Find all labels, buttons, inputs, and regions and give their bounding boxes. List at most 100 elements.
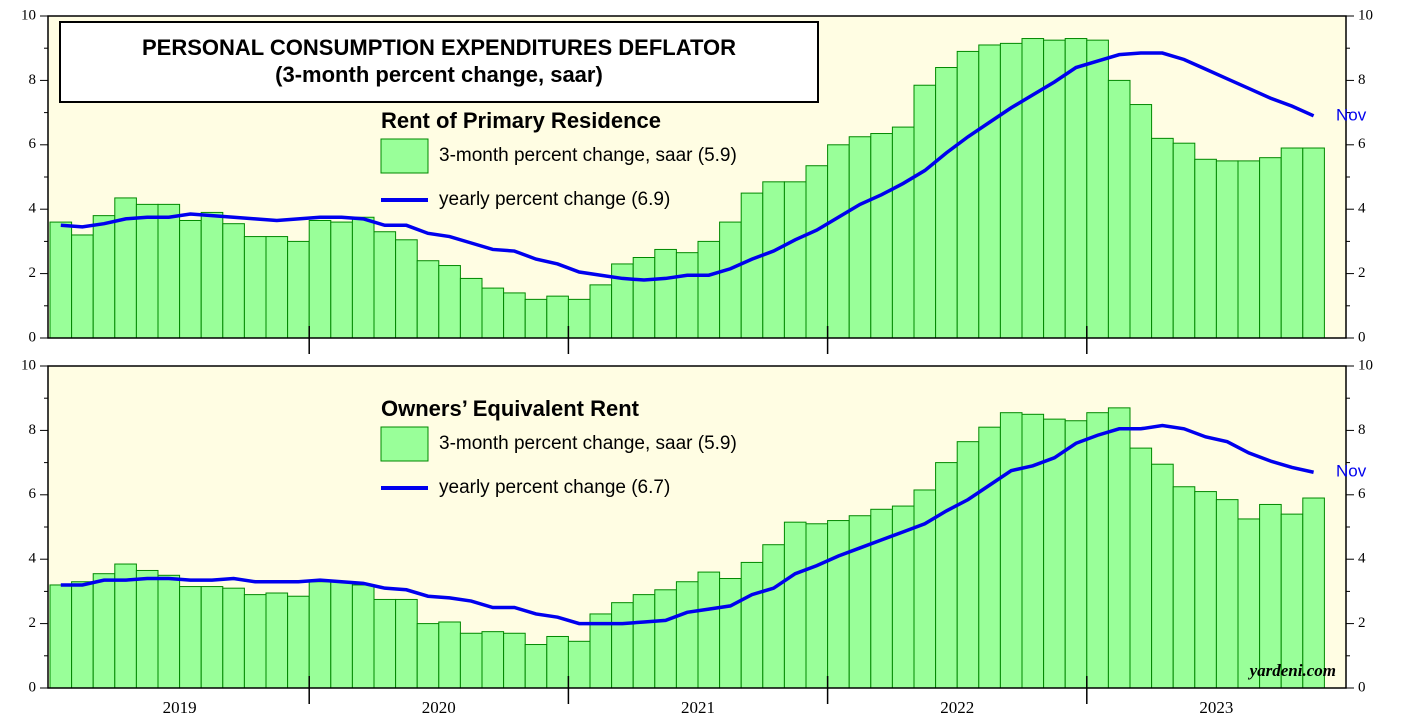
bar — [135, 569, 159, 689]
bar — [157, 574, 181, 689]
bar — [1302, 147, 1325, 339]
bar — [1151, 137, 1174, 339]
y-tick-label: 4 — [1358, 551, 1366, 567]
bar — [935, 462, 958, 689]
bar — [222, 223, 245, 339]
legend-label: 3-month percent change, saar (5.9) — [439, 433, 737, 454]
x-tick-label: 2022 — [940, 698, 974, 717]
bar — [1172, 142, 1196, 339]
legend-label: yearly percent change (6.9) — [439, 189, 670, 210]
end-label: Nov — [1336, 462, 1367, 481]
bar — [438, 621, 461, 689]
legend-label: yearly percent change (6.7) — [439, 477, 670, 498]
bar — [805, 523, 829, 689]
bar — [978, 426, 1001, 689]
bar — [330, 221, 353, 339]
bar — [1021, 413, 1045, 689]
title-box — [59, 21, 819, 103]
panel-title: Rent of Primary Residence — [381, 108, 661, 133]
x-tick-label: 2019 — [163, 698, 197, 717]
y-tick-label: 0 — [1358, 329, 1366, 345]
bar — [1172, 486, 1196, 689]
x-tick-label: 2020 — [422, 698, 456, 717]
y-tick-label: 10 — [1358, 357, 1373, 373]
bar — [1107, 407, 1131, 689]
bar — [1129, 104, 1153, 339]
y-tick-label: 8 — [29, 422, 37, 438]
y-tick-label: 6 — [29, 486, 37, 502]
bar — [265, 592, 289, 689]
x-tick-label: 2023 — [1199, 698, 1233, 717]
line-series — [60, 51, 1315, 282]
bar — [1194, 491, 1217, 689]
y-tick-label: 2 — [1358, 265, 1366, 281]
bar — [179, 586, 202, 689]
bar — [567, 298, 591, 339]
bar — [611, 602, 634, 689]
bar — [308, 581, 332, 689]
y-tick-label: 4 — [29, 551, 37, 567]
bar — [891, 126, 915, 339]
line-series — [60, 423, 1314, 626]
y-tick-label: 8 — [1358, 422, 1366, 438]
y-tick-label: 8 — [29, 72, 37, 88]
bar — [438, 265, 461, 339]
legend-swatch — [380, 138, 429, 174]
bar — [71, 581, 94, 689]
bar — [719, 578, 742, 689]
bar — [1021, 38, 1045, 339]
bar — [481, 631, 505, 689]
bar — [179, 219, 202, 339]
bar — [827, 520, 850, 689]
bar — [200, 586, 224, 689]
y-tick-label: 0 — [1358, 679, 1366, 695]
bar — [524, 644, 548, 689]
bar — [848, 136, 872, 339]
bar — [1215, 499, 1239, 689]
bar — [308, 219, 332, 339]
bar — [632, 594, 656, 689]
bar — [71, 234, 94, 339]
bar — [243, 236, 267, 339]
bar — [999, 42, 1023, 339]
bar — [351, 216, 375, 339]
bar — [654, 248, 677, 339]
x-tick-label: 2021 — [681, 698, 715, 717]
bar — [1151, 463, 1174, 689]
bar — [762, 544, 785, 689]
bar — [49, 221, 73, 339]
legend-swatch — [380, 426, 429, 462]
bar — [330, 581, 353, 689]
bar — [783, 181, 807, 339]
bar — [740, 561, 764, 689]
bar — [351, 584, 375, 689]
bar — [956, 50, 980, 339]
bar — [459, 277, 483, 339]
bar — [589, 284, 613, 339]
y-tick-label: 8 — [1358, 72, 1366, 88]
y-tick-label: 6 — [1358, 136, 1366, 152]
bar — [567, 640, 591, 689]
source: yardeni.com — [1248, 661, 1336, 680]
bar — [92, 573, 116, 689]
bar — [1064, 420, 1088, 689]
bar — [92, 215, 116, 339]
bar — [395, 239, 418, 339]
bar — [935, 67, 958, 339]
bar — [1280, 147, 1304, 339]
bar — [287, 595, 310, 689]
y-tick-label: 0 — [29, 329, 37, 345]
bar — [827, 144, 850, 339]
bar — [373, 598, 397, 689]
end-label: Nov — [1336, 105, 1367, 124]
bar — [719, 221, 742, 339]
bar — [870, 133, 893, 339]
bar — [654, 589, 677, 689]
chart-subtitle: (3-month percent change, saar) — [275, 62, 603, 87]
bar — [956, 441, 980, 689]
bar — [1064, 38, 1088, 339]
y-tick-label: 2 — [29, 615, 37, 631]
bar — [481, 287, 505, 339]
bar — [1107, 79, 1131, 339]
